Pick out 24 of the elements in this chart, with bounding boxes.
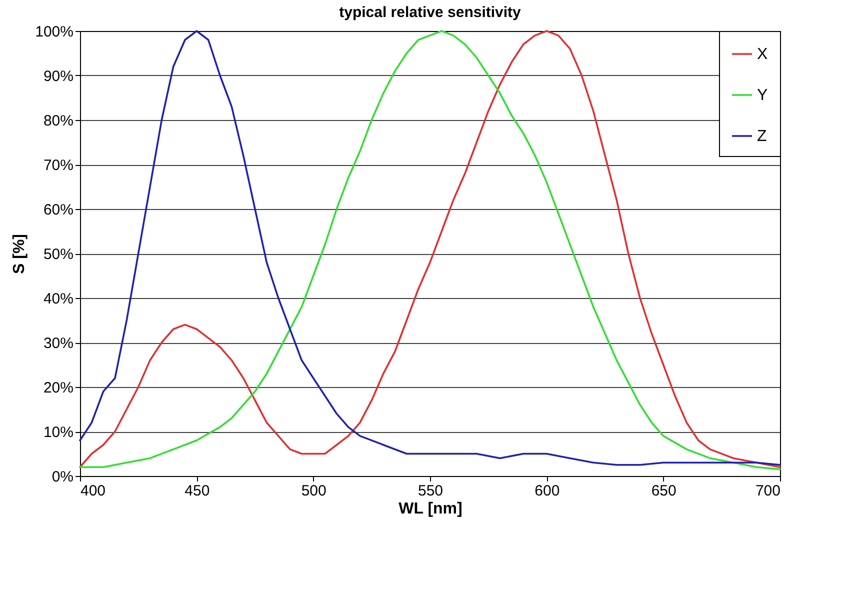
- y-tick-label: 20%: [43, 380, 74, 396]
- y-tick-label: 40%: [43, 290, 74, 308]
- legend-label: Z: [757, 128, 767, 145]
- y-tick-label: 10%: [43, 424, 74, 441]
- x-tick-label: 700: [755, 482, 780, 500]
- y-tick-label: 30%: [43, 335, 74, 352]
- x-tick-label: 600: [534, 482, 560, 500]
- x-tick-label: 400: [80, 482, 106, 500]
- y-tick-label: 80%: [43, 112, 74, 130]
- y-tick-label: 100%: [35, 24, 74, 40]
- y-tick-label: 60%: [43, 202, 74, 218]
- x-tick-label: 650: [651, 482, 676, 500]
- y-axis-title: S [%]: [11, 234, 28, 274]
- chart-title: typical relative sensitivity: [339, 4, 522, 21]
- y-tick-label: 70%: [43, 157, 74, 174]
- x-tick-label: 450: [184, 482, 210, 500]
- x-tick-label: 500: [301, 482, 326, 500]
- y-tick-label: 50%: [43, 246, 74, 263]
- legend-label: X: [757, 46, 768, 63]
- y-tick-label: 0%: [52, 468, 74, 486]
- legend-label: Y: [757, 87, 768, 104]
- x-tick-label: 550: [418, 482, 444, 500]
- x-axis-title: WL [nm]: [398, 500, 462, 518]
- y-tick-label: 90%: [43, 68, 74, 85]
